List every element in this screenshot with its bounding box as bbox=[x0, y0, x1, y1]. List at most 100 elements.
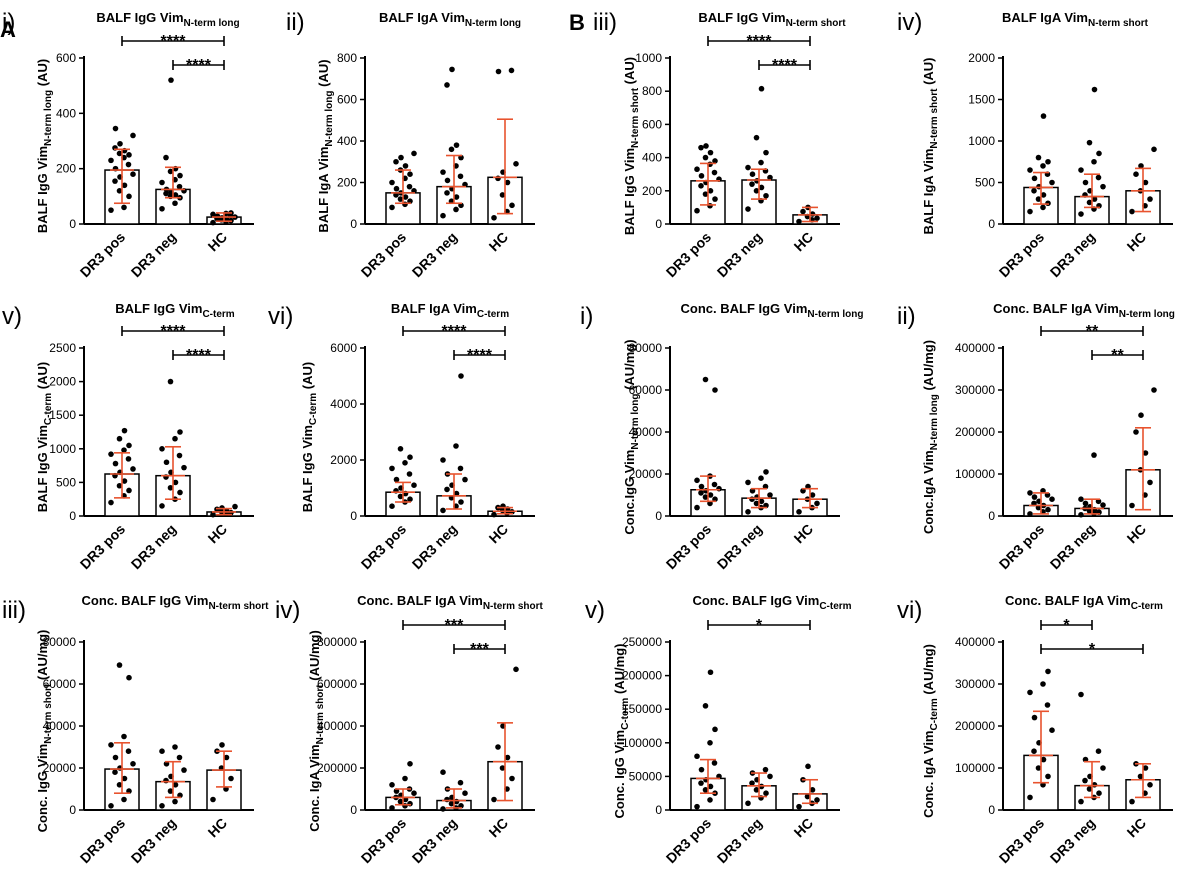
chart-title: Conc. BALF IgG VimN-term short bbox=[82, 593, 270, 612]
significance-label: **** bbox=[161, 323, 187, 340]
y-tick-label: 800000 bbox=[317, 635, 357, 649]
data-point bbox=[121, 447, 127, 453]
y-axis-label: Conc. IgA VimC-term (AU/mg) bbox=[921, 644, 940, 818]
significance-label: **** bbox=[161, 33, 187, 50]
data-point bbox=[163, 777, 169, 784]
y-tick-label: 400000 bbox=[955, 635, 995, 649]
data-point bbox=[116, 662, 123, 668]
y-tick-label: 20000 bbox=[43, 761, 77, 775]
x-category-label: HC bbox=[790, 815, 816, 841]
data-point bbox=[763, 149, 769, 156]
data-point bbox=[753, 500, 760, 507]
data-point bbox=[491, 214, 497, 221]
data-point bbox=[711, 169, 718, 176]
data-point bbox=[513, 161, 519, 167]
y-axis-label-sub: C-term bbox=[620, 698, 631, 730]
data-point bbox=[108, 157, 114, 164]
data-point bbox=[393, 158, 399, 165]
data-point bbox=[745, 509, 751, 515]
y-tick-label: 60000 bbox=[629, 383, 663, 397]
data-point bbox=[1091, 452, 1097, 458]
y-tick-label: 6000 bbox=[330, 341, 357, 355]
data-point bbox=[167, 788, 174, 794]
chart-title-main: Conc. BALF IgG Vim bbox=[82, 593, 209, 608]
y-axis-label: BALF IgA VimN-term short (AU) bbox=[921, 57, 940, 234]
data-point bbox=[707, 492, 714, 498]
data-point bbox=[1045, 158, 1051, 165]
y-tick-label: 2500 bbox=[49, 341, 76, 355]
y-tick-label: 0 bbox=[69, 217, 76, 231]
data-point bbox=[707, 797, 713, 803]
data-point bbox=[702, 494, 709, 500]
panel-label: ii) bbox=[897, 303, 916, 330]
data-point bbox=[462, 790, 468, 796]
data-point bbox=[749, 780, 755, 786]
y-tick-label: 500 bbox=[975, 176, 995, 190]
y-axis-label-sub: N-term short bbox=[315, 684, 326, 745]
y-axis-label-sub: N-term short bbox=[630, 87, 641, 148]
x-category-label: DR3 neg bbox=[1047, 521, 1098, 572]
data-point bbox=[758, 184, 765, 191]
data-point bbox=[702, 376, 709, 383]
data-point bbox=[1040, 756, 1047, 763]
data-point bbox=[1082, 777, 1088, 784]
y-axis-label: BALF IgA VimN-term long (AU) bbox=[316, 59, 335, 232]
significance-label: *** bbox=[470, 641, 489, 658]
data-point bbox=[767, 773, 773, 780]
data-point bbox=[1142, 179, 1149, 186]
data-point bbox=[1031, 748, 1037, 754]
data-point bbox=[177, 429, 183, 435]
data-point bbox=[758, 475, 764, 482]
data-point bbox=[711, 481, 718, 488]
panel-label: vi) bbox=[897, 597, 922, 624]
significance-label: * bbox=[756, 617, 763, 634]
y-axis-label-main: Conc. IgG Vim bbox=[612, 730, 627, 819]
y-axis-label-unit: (AU/mg) bbox=[612, 643, 627, 697]
x-category-label: HC bbox=[790, 521, 816, 547]
data-point bbox=[112, 754, 119, 761]
y-tick-label: 400000 bbox=[955, 341, 995, 355]
significance-label: **** bbox=[747, 33, 773, 50]
data-point bbox=[172, 744, 178, 750]
y-tick-label: 200000 bbox=[955, 425, 995, 439]
data-point bbox=[1142, 450, 1149, 456]
data-point bbox=[1078, 691, 1084, 698]
chart-title-main: BALF IgA Vim bbox=[379, 10, 465, 25]
x-category-label: DR3 pos bbox=[996, 521, 1048, 573]
y-axis-label: Conc. IgG VimC-term (AU/mg) bbox=[612, 643, 631, 818]
data-point bbox=[1147, 479, 1153, 486]
chart-title-main: BALF IgG Vim bbox=[698, 10, 785, 25]
data-point bbox=[1151, 146, 1157, 153]
y-tick-label: 60000 bbox=[43, 677, 77, 691]
chart-title-sub: N-term short bbox=[483, 601, 544, 612]
data-point bbox=[163, 154, 169, 161]
data-point bbox=[1138, 412, 1144, 419]
data-point bbox=[411, 482, 417, 489]
panel-label: i) bbox=[580, 303, 593, 330]
data-point bbox=[1078, 496, 1084, 503]
y-axis-label-sub: N-term long bbox=[929, 394, 940, 450]
data-point bbox=[763, 192, 769, 199]
data-point bbox=[753, 188, 760, 194]
significance-label: **** bbox=[186, 347, 212, 364]
data-point bbox=[411, 790, 417, 796]
data-point bbox=[495, 68, 502, 75]
chart-title: BALF IgG VimN-term long bbox=[96, 10, 239, 29]
data-point bbox=[745, 479, 751, 486]
y-tick-label: 80000 bbox=[629, 341, 663, 355]
data-point bbox=[407, 800, 413, 807]
data-point bbox=[393, 476, 400, 483]
data-point bbox=[444, 177, 451, 184]
x-category-label: HC bbox=[485, 815, 511, 841]
data-point bbox=[398, 154, 404, 161]
data-point bbox=[712, 387, 718, 393]
data-point bbox=[753, 134, 760, 141]
data-point bbox=[1133, 171, 1139, 177]
y-tick-label: 0 bbox=[655, 509, 662, 523]
data-point bbox=[1027, 490, 1033, 496]
data-point bbox=[753, 787, 760, 793]
data-point bbox=[703, 143, 709, 149]
